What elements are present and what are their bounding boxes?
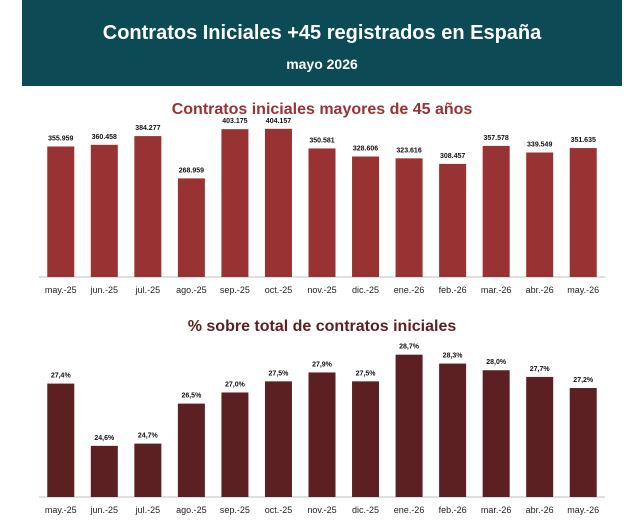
chart-2-bar	[264, 381, 292, 497]
chart-2-data-label: 28,0%	[486, 359, 507, 366]
chart-2-data-label: 27,5%	[356, 370, 377, 377]
chart-1-bar	[221, 129, 249, 277]
chart-2-bar	[134, 443, 162, 497]
chart-1-data-label: 357.578	[483, 135, 508, 142]
chart-2-data-label: 27,0%	[225, 381, 246, 388]
chart-2-data-label: 27,4%	[51, 373, 72, 380]
chart-2-category-label: may.-25	[45, 505, 77, 515]
chart-1-category-label: jun.-25	[90, 285, 119, 295]
chart-2-data-label: 27,9%	[312, 361, 333, 368]
chart-1-data-label: 350.581	[309, 137, 334, 144]
chart-2-category-label: feb.-26	[439, 505, 467, 515]
chart-2-bar	[439, 363, 467, 497]
chart-2-bar	[177, 403, 205, 497]
chart-2-category-label: jul.-25	[135, 505, 161, 515]
page-title: Contratos Iniciales +45 registrados en E…	[102, 22, 542, 44]
chart-2-data-label: 24,7%	[138, 433, 159, 440]
chart-1-category-label: sep.-25	[220, 285, 250, 295]
chart-1-bar	[134, 136, 162, 277]
chart-2-bar	[395, 354, 423, 497]
chart-2-bar	[569, 388, 597, 497]
chart-2-category-label: sep.-25	[220, 505, 250, 515]
chart-1-data-label: 351.635	[571, 137, 596, 144]
chart-2-data-label: 27,7%	[530, 366, 551, 373]
chart-2-bar	[308, 372, 336, 497]
chart-2-category-label: mar.-26	[481, 505, 512, 515]
chart-1-data-label: 268.959	[179, 167, 204, 174]
chart-2-category-label: may.-26	[567, 505, 599, 515]
chart-2-category-label: ago.-25	[176, 505, 207, 515]
chart-1-category-label: dic.-25	[352, 285, 379, 295]
chart-2-category-label: nov.-25	[307, 505, 336, 515]
chart-2-data-label: 24,6%	[94, 435, 115, 442]
chart-1-data-label: 403.175	[222, 118, 247, 125]
chart-2-data-label: 28,7%	[399, 344, 420, 351]
chart-2-data-label: 28,3%	[443, 353, 464, 360]
chart-1-data-label: 404.157	[266, 118, 291, 125]
chart-1-bar	[439, 163, 467, 277]
chart-1-category-label: ago.-25	[176, 285, 207, 295]
chart-1-bar	[264, 128, 292, 277]
chart-1-bar	[395, 158, 423, 277]
chart-1-bar	[526, 152, 554, 277]
chart-1-bar	[308, 148, 336, 277]
chart-2-bar	[482, 370, 510, 497]
chart-1-data-label: 384.277	[135, 125, 160, 132]
chart-1-bar	[90, 144, 118, 277]
chart-1-data-label: 355.959	[48, 135, 73, 142]
chart-1-title: Contratos iniciales mayores de 45 años	[171, 101, 473, 118]
chart-1-bar	[47, 146, 75, 277]
chart-1-category-label: mar.-26	[481, 285, 512, 295]
chart-2-category-label: abr.-26	[526, 505, 554, 515]
chart-2-category-label: ene.-26	[394, 505, 425, 515]
chart-1-category-label: jul.-25	[135, 285, 161, 295]
chart-2-bar	[526, 376, 554, 497]
chart-2-data-label: 26,5%	[181, 393, 202, 400]
chart-2-data-label: 27,2%	[573, 377, 594, 384]
chart-2-bar	[90, 445, 118, 497]
chart-1-data-label: 308.457	[440, 153, 465, 160]
chart-1-data-label: 323.616	[396, 147, 421, 154]
chart-1-bar	[352, 156, 380, 277]
chart-2-category-label: dic.-25	[352, 505, 379, 515]
chart-1-data-label: 328.606	[353, 146, 378, 153]
chart-1-category-label: may.-26	[567, 285, 599, 295]
chart-1-category-label: ene.-26	[394, 285, 425, 295]
chart-1-category-label: nov.-25	[307, 285, 336, 295]
page-subtitle: mayo 2026	[286, 56, 358, 72]
chart-1-data-label: 360.458	[92, 134, 117, 141]
chart-2-bar	[47, 383, 75, 497]
chart-2-title: % sobre total de contratos iniciales	[187, 318, 457, 335]
chart-2-bar	[221, 392, 249, 497]
chart-1-category-label: may.-25	[45, 285, 77, 295]
chart-1-category-label: abr.-26	[526, 285, 554, 295]
chart-1-category-label: feb.-26	[439, 285, 467, 295]
chart-1-category-label: oct.-25	[265, 285, 293, 295]
chart-1-data-label: 339.549	[527, 141, 552, 148]
chart-2-bar	[352, 381, 380, 497]
chart-1-bar	[177, 178, 205, 277]
chart-2-category-label: oct.-25	[265, 505, 293, 515]
chart-2-category-label: jun.-25	[90, 505, 119, 515]
chart-1-bar	[569, 148, 597, 277]
chart-2-data-label: 27,5%	[269, 370, 290, 377]
chart-1-bar	[482, 145, 510, 277]
header-banner: Contratos Iniciales +45 registrados en E…	[22, 0, 622, 86]
